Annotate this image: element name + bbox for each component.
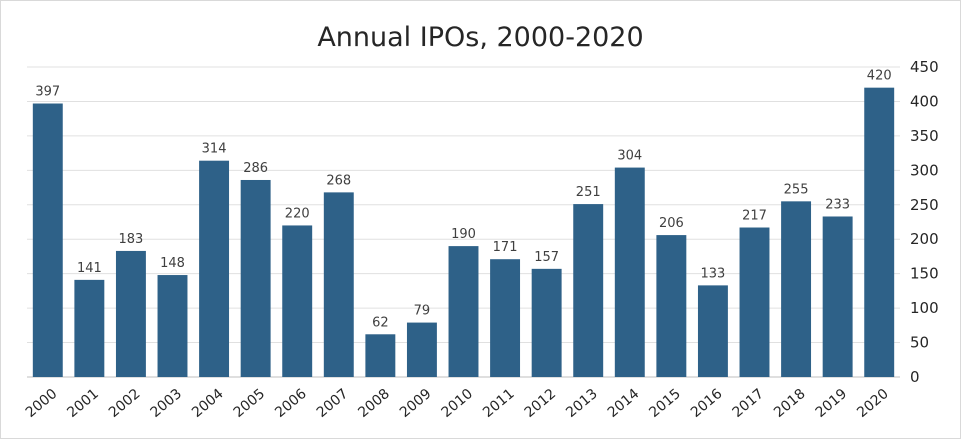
y-tick-label: 50 <box>910 334 929 352</box>
data-label-2012: 157 <box>534 250 559 265</box>
y-axis-ticks: 0 50 100 150 200 250 300 350 400 450 <box>910 58 939 386</box>
x-tick-label-2005: 2005 <box>231 386 269 421</box>
x-tick-label-2010: 2010 <box>438 386 476 421</box>
data-label-2006: 220 <box>285 206 310 221</box>
x-tick-label-2008: 2008 <box>355 386 393 421</box>
x-tick-label-2013: 2013 <box>563 386 601 421</box>
bar-2017 <box>739 227 770 377</box>
x-tick-label-2015: 2015 <box>646 386 684 421</box>
y-tick-label: 100 <box>910 299 939 317</box>
bar-2007 <box>323 192 354 377</box>
data-label-2016: 133 <box>701 266 726 281</box>
x-axis-ticks: 2000 2001 2002 2003 2004 2005 2006 2007 2008 2009… <box>23 386 892 421</box>
x-tick-label-2001: 2001 <box>64 386 102 421</box>
bar-2013 <box>573 204 604 377</box>
data-label-2017: 217 <box>742 209 767 224</box>
data-label-2018: 255 <box>784 182 809 197</box>
bar-2005 <box>240 179 271 377</box>
x-tick-label-2004: 2004 <box>189 386 227 421</box>
x-tick-label-2006: 2006 <box>272 386 310 421</box>
bar-2003 <box>157 275 188 377</box>
data-labels: 397 141 183 148 314 286 220 268 62 79 190 171 157 251… <box>35 69 891 331</box>
x-tick-label-2017: 2017 <box>729 386 767 421</box>
y-tick-label: 150 <box>910 265 939 283</box>
data-label-2003: 148 <box>160 256 185 271</box>
x-tick-label-2019: 2019 <box>813 386 851 421</box>
bar-2011 <box>490 259 521 377</box>
bar-2015 <box>656 235 687 377</box>
bar-2000 <box>32 103 63 377</box>
bar-2018 <box>781 201 812 377</box>
x-tick-label-2011: 2011 <box>480 386 518 421</box>
data-label-2001: 141 <box>77 261 102 276</box>
y-tick-label: 450 <box>910 58 939 76</box>
bar-2020 <box>864 87 895 378</box>
bar-2010 <box>448 246 479 377</box>
data-label-2000: 397 <box>35 85 60 100</box>
bar-2008 <box>365 334 396 377</box>
y-tick-label: 0 <box>910 368 920 386</box>
data-label-2004: 314 <box>202 142 227 157</box>
data-label-2007: 268 <box>326 173 351 188</box>
x-tick-label-2003: 2003 <box>147 386 185 421</box>
bar-2014 <box>614 167 645 377</box>
x-tick-label-2009: 2009 <box>397 386 435 421</box>
x-tick-label-2007: 2007 <box>314 386 352 421</box>
bar-2004 <box>199 160 230 377</box>
bar-2002 <box>115 250 146 377</box>
bar-2009 <box>406 322 437 377</box>
data-label-2020: 420 <box>867 69 892 84</box>
bars <box>32 87 895 378</box>
x-tick-label-2020: 2020 <box>854 386 892 421</box>
data-label-2002: 183 <box>119 232 144 247</box>
data-label-2014: 304 <box>617 149 642 164</box>
bar-2006 <box>282 225 313 377</box>
bar-2012 <box>531 268 562 377</box>
y-tick-label: 300 <box>910 161 939 179</box>
y-tick-label: 350 <box>910 127 939 145</box>
x-tick-label-2000: 2000 <box>23 386 61 421</box>
y-tick-label: 250 <box>910 196 939 214</box>
data-label-2011: 171 <box>493 240 518 255</box>
data-label-2008: 62 <box>372 315 389 330</box>
x-tick-label-2018: 2018 <box>771 386 809 421</box>
data-label-2009: 79 <box>414 304 431 319</box>
data-label-2019: 233 <box>825 197 850 212</box>
x-tick-label-2012: 2012 <box>522 386 560 421</box>
data-label-2013: 251 <box>576 185 601 200</box>
y-tick-label: 400 <box>910 92 939 110</box>
bar-2001 <box>74 279 105 377</box>
x-tick-label-2002: 2002 <box>106 386 144 421</box>
bar-2016 <box>697 285 728 377</box>
chart-title: Annual IPOs, 2000-2020 <box>317 22 644 53</box>
bar-2019 <box>822 216 853 377</box>
y-tick-label: 200 <box>910 230 939 248</box>
x-tick-label-2014: 2014 <box>605 386 643 421</box>
x-tick-label-2016: 2016 <box>688 386 726 421</box>
data-label-2015: 206 <box>659 216 684 231</box>
data-label-2010: 190 <box>451 227 476 242</box>
data-label-2005: 286 <box>243 161 268 176</box>
